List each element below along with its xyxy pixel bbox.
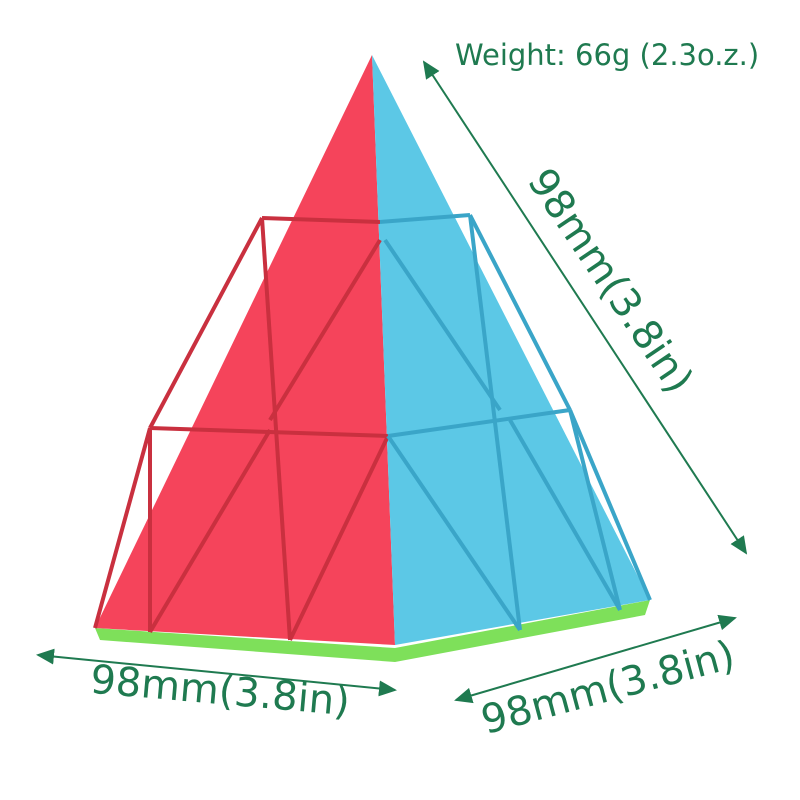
red-face-grid — [93, 216, 390, 641]
weight-label: Weight: 66g (2.3o.z.) — [455, 38, 760, 72]
red-face — [95, 55, 395, 645]
height-arrow — [422, 60, 748, 555]
left-base-arrow — [36, 648, 397, 697]
green-base — [95, 600, 650, 662]
right-base-arrow — [454, 614, 737, 704]
